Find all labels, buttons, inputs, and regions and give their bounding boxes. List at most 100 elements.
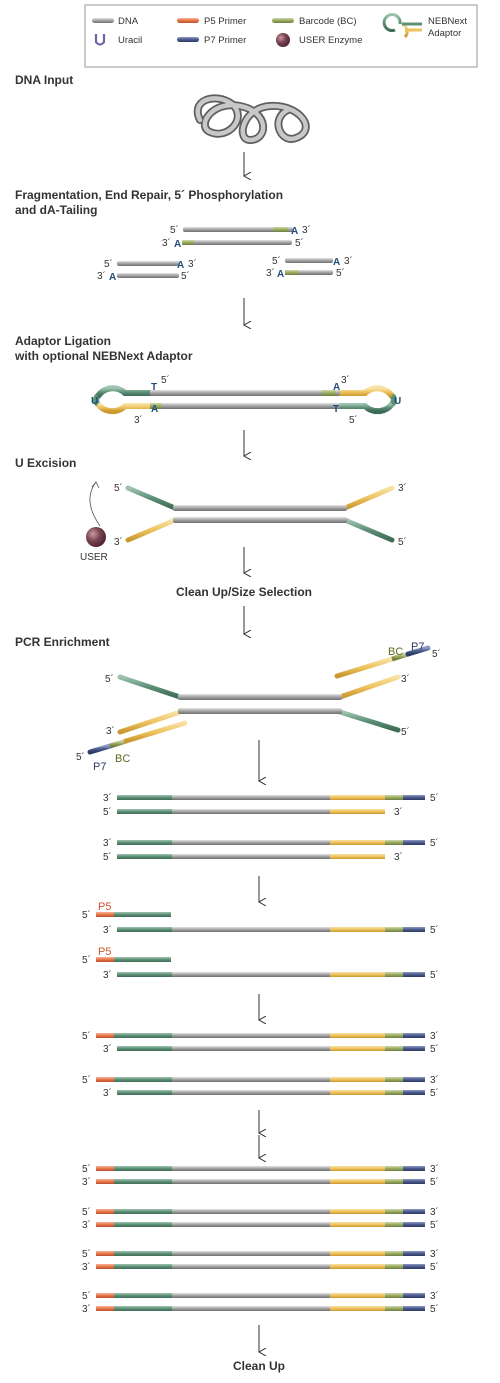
user-enzyme-icon: [276, 33, 290, 47]
svg-text:3´: 3´: [401, 673, 410, 685]
svg-text:5´: 5´: [76, 751, 85, 763]
legend-dna-label: DNA: [118, 16, 139, 27]
legend-uracil: Uracil: [96, 34, 142, 46]
svg-text:5´: 5´: [398, 536, 407, 548]
svg-text:5´: 5´: [170, 224, 179, 236]
svg-text:3´: 3´: [430, 1248, 439, 1260]
svg-text:5´: 5´: [349, 414, 358, 426]
svg-text:5´: 5´: [430, 924, 439, 936]
pcr-product-group-1: 3´ 5´ 5´ 3´: [103, 792, 439, 818]
svg-text:3´: 3´: [103, 969, 112, 981]
svg-text:3´: 3´: [430, 1206, 439, 1218]
svg-text:5´: 5´: [103, 806, 112, 818]
step-dna-input: DNA Input: [15, 73, 73, 87]
amplified-duplex: 5´ 3´3´ 5´: [82, 1206, 439, 1231]
amplified-library: 5´ 3´3´ 5´5´ 3´3´ 5´5´ 3´3´ 5´5´ 3´3´ 5´: [82, 1163, 439, 1315]
p5-label: P5: [98, 946, 111, 958]
svg-text:A: A: [333, 257, 340, 268]
svg-text:5´: 5´: [295, 237, 304, 249]
svg-text:3´: 3´: [103, 792, 112, 804]
svg-text:5´: 5´: [430, 1261, 439, 1273]
svg-text:3´: 3´: [103, 1043, 112, 1055]
svg-text:3´: 3´: [302, 224, 311, 236]
svg-text:5´: 5´: [432, 648, 441, 660]
p5-anneal-group-2: P5 5´ 3´ 5´: [82, 946, 439, 981]
p7-label-top: P7: [411, 641, 424, 653]
svg-text:3´: 3´: [103, 924, 112, 936]
product-top-strand: 3´ 5´: [103, 792, 439, 804]
legend-barcode-label: Barcode (BC): [299, 16, 357, 27]
svg-text:5´: 5´: [82, 1206, 91, 1218]
svg-text:3´: 3´: [82, 1219, 91, 1231]
svg-text:3´: 3´: [398, 482, 407, 494]
svg-text:5´: 5´: [430, 1219, 439, 1231]
svg-text:T: T: [151, 382, 157, 393]
svg-text:5´: 5´: [114, 482, 123, 494]
user-enzyme-icon: [86, 527, 106, 547]
p5-anneal-group-1: P5 5´ 3´ 5´: [82, 901, 439, 936]
legend-p7-label: P7 Primer: [204, 35, 246, 46]
amplified-duplex: 5´ 3´3´ 5´: [82, 1290, 439, 1315]
svg-text:5´: 5´: [105, 673, 114, 685]
svg-text:3´: 3´: [430, 1290, 439, 1302]
svg-text:A: A: [151, 404, 158, 415]
legend-uracil-label: Uracil: [118, 35, 142, 46]
svg-text:5´: 5´: [430, 1303, 439, 1315]
full-duplex-group-2: 5´ 3´ 3´ 5´: [82, 1074, 439, 1099]
step-ligation-line1: Adaptor Ligation: [15, 334, 111, 348]
svg-text:5´: 5´: [401, 726, 410, 738]
bc-label-bottom: BC: [115, 753, 130, 765]
pcr-molecule: 5´ 3´ 3´ 5´ 5´ 5´ BC P7 P7 BC: [76, 641, 441, 773]
svg-text:5´: 5´: [430, 837, 439, 849]
legend-adaptor-line1: NEBNext: [428, 16, 467, 27]
uracil-right: U: [394, 396, 401, 407]
svg-text:3´: 3´: [430, 1163, 439, 1175]
pcr-product-group-2: 3´ 5´ 5´ 3´: [103, 837, 439, 863]
svg-text:3´: 3´: [134, 414, 143, 426]
svg-text:5´: 5´: [430, 1043, 439, 1055]
svg-text:A: A: [109, 272, 116, 283]
legend-p5-label: P5 Primer: [204, 16, 246, 27]
svg-text:A: A: [174, 239, 181, 250]
step-pcr-enrichment: PCR Enrichment: [15, 635, 110, 649]
svg-text:3´: 3´: [394, 806, 403, 818]
fragment-left: 5´ A 3´ 3´ A 5´: [97, 258, 197, 283]
svg-text:5´: 5´: [82, 1248, 91, 1260]
svg-text:3´: 3´: [162, 237, 171, 249]
svg-text:3´: 3´: [341, 374, 350, 386]
svg-text:5´: 5´: [161, 374, 170, 386]
svg-text:3´: 3´: [106, 725, 115, 737]
user-label: USER: [80, 552, 108, 563]
legend: DNA Uracil P5 Primer P7 Primer Barcode (…: [85, 5, 477, 67]
svg-text:3´: 3´: [97, 270, 106, 282]
svg-text:5´: 5´: [272, 255, 281, 267]
legend-adaptor-line2: Adaptor: [428, 28, 461, 39]
amplified-duplex: 5´ 3´3´ 5´: [82, 1163, 439, 1188]
u-excision-molecule: 5´ 3´ 3´ 5´ USER: [80, 482, 407, 563]
svg-text:3´: 3´: [82, 1261, 91, 1273]
amplified-duplex: 5´ 3´3´ 5´: [82, 1248, 439, 1273]
svg-text:5´: 5´: [430, 1087, 439, 1099]
p7-label-bottom: P7: [93, 761, 106, 773]
svg-text:5´: 5´: [82, 1163, 91, 1175]
bc-label-top: BC: [388, 646, 403, 658]
svg-text:3´: 3´: [430, 1030, 439, 1042]
step-u-excision: U Excision: [15, 456, 76, 470]
svg-text:5´: 5´: [430, 1176, 439, 1188]
product-top-strand: 3´ 5´: [103, 837, 439, 849]
svg-text:5´: 5´: [82, 954, 91, 966]
svg-text:A: A: [277, 269, 284, 280]
svg-text:3´: 3´: [103, 837, 112, 849]
svg-text:5´: 5´: [104, 258, 113, 270]
svg-text:A: A: [291, 226, 298, 237]
step-fragmentation-line1: Fragmentation, End Repair, 5´ Phosphoryl…: [15, 188, 283, 202]
step-cleanup-size: Clean Up/Size Selection: [176, 585, 312, 599]
svg-text:5´: 5´: [103, 851, 112, 863]
svg-text:3´: 3´: [394, 851, 403, 863]
svg-text:3´: 3´: [103, 1087, 112, 1099]
svg-text:3´: 3´: [188, 258, 197, 270]
fragment-large: 5´ A 3´ 3´ A 5´: [162, 224, 311, 250]
svg-text:5´: 5´: [430, 792, 439, 804]
fragment-right: 5´ A 3´ 3´ A 5´: [266, 255, 353, 280]
